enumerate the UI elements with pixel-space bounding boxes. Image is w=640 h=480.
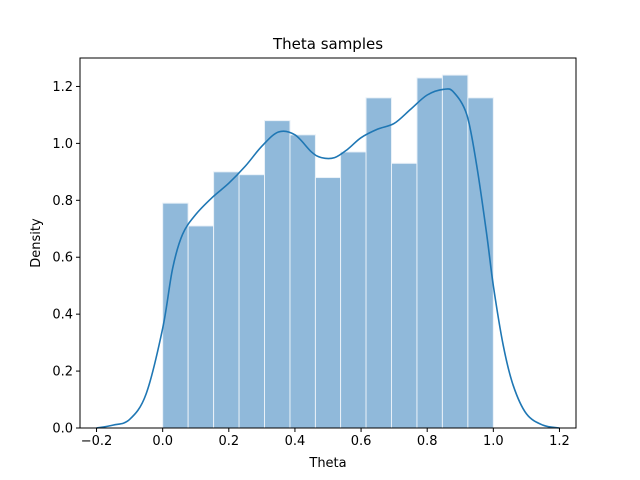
- histogram-bar-8: [365, 97, 392, 429]
- histogram-bars: [162, 74, 494, 429]
- x-tick-label-2: 0.2: [218, 434, 239, 449]
- histogram-bar-7: [340, 151, 367, 429]
- y-tick-label-5: 1.0: [52, 137, 73, 152]
- kde-density-line: [96, 88, 560, 429]
- x-axis-ticks: −0.2 0.0 0.2 0.4 0.6 0.8 1.0 1.2: [81, 428, 570, 449]
- x-axis-label: Theta: [308, 456, 346, 471]
- y-tick-label-4: 0.8: [52, 194, 73, 209]
- histogram-bar-10: [416, 77, 443, 429]
- x-tick-label-0: −0.2: [81, 434, 113, 449]
- y-axis-ticks: 0.0 0.2 0.4 0.6 0.8 1.0 1.2: [52, 80, 80, 437]
- plot-frame: [79, 57, 577, 429]
- y-axis-label: Density: [29, 218, 44, 268]
- x-tick-label-6: 1.0: [483, 434, 504, 449]
- x-tick-label-3: 0.4: [285, 434, 306, 449]
- histogram-bar-3: [238, 174, 266, 429]
- histogram-bar-0: [162, 202, 189, 429]
- chart-title: Theta samples: [272, 35, 383, 53]
- histogram-bar-11: [441, 74, 469, 429]
- y-tick-label-2: 0.4: [52, 308, 73, 323]
- histogram-bar-6: [314, 177, 342, 429]
- histogram-bar-1: [187, 225, 215, 429]
- x-tick-label-7: 1.2: [549, 434, 570, 449]
- y-tick-label-6: 1.2: [52, 80, 73, 95]
- histogram-bar-4: [264, 120, 291, 429]
- y-tick-label-1: 0.2: [52, 365, 73, 380]
- x-tick-label-1: 0.0: [152, 434, 173, 449]
- histogram-bar-2: [213, 171, 240, 429]
- histogram-bar-9: [390, 162, 418, 429]
- histogram-bar-5: [289, 134, 316, 429]
- y-tick-label-0: 0.0: [52, 422, 73, 437]
- histogram-bar-12: [467, 97, 494, 429]
- y-tick-label-3: 0.6: [52, 251, 73, 266]
- x-tick-label-4: 0.6: [351, 434, 372, 449]
- x-tick-label-5: 0.8: [417, 434, 438, 449]
